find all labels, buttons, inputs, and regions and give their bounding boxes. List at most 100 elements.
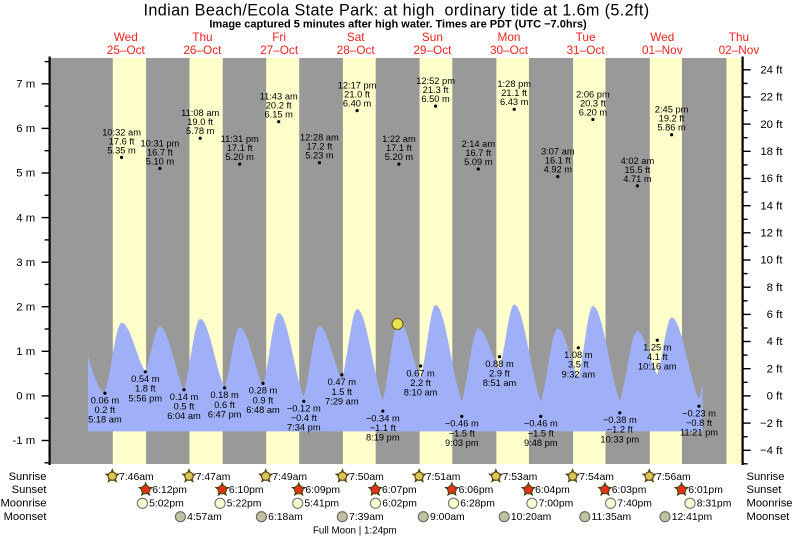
svg-text:Sunset: Sunset: [747, 484, 783, 496]
svg-text:−0.23 m: −0.23 m: [682, 409, 716, 419]
svg-text:20.2 ft: 20.2 ft: [266, 101, 292, 111]
svg-text:10:33 pm: 10:33 pm: [600, 434, 639, 444]
svg-text:6:04 am: 6:04 am: [167, 411, 201, 421]
svg-text:11:43 am: 11:43 am: [260, 92, 298, 102]
svg-text:7:50am: 7:50am: [349, 472, 384, 483]
svg-text:4 m: 4 m: [16, 212, 35, 224]
svg-text:11:31 pm: 11:31 pm: [221, 134, 259, 144]
svg-text:0.2 ft: 0.2 ft: [95, 405, 116, 415]
svg-text:3 m: 3 m: [16, 257, 35, 269]
svg-text:−1.5 ft: −1.5 ft: [449, 428, 476, 438]
svg-text:7:56am: 7:56am: [656, 472, 691, 483]
svg-text:Indian Beach/Ecola State Park:: Indian Beach/Ecola State Park: at high o…: [143, 2, 649, 20]
svg-text:−4 ft: −4 ft: [760, 445, 783, 457]
svg-text:0.06 m: 0.06 m: [91, 396, 120, 406]
svg-text:5.78 m: 5.78 m: [186, 126, 215, 136]
svg-text:21.3 ft: 21.3 ft: [423, 85, 449, 95]
svg-text:4.71 m: 4.71 m: [623, 174, 652, 184]
svg-text:0 ft: 0 ft: [767, 391, 784, 403]
svg-text:8 ft: 8 ft: [767, 282, 784, 294]
svg-text:2.9 ft: 2.9 ft: [489, 369, 510, 379]
svg-text:18 ft: 18 ft: [760, 146, 783, 158]
svg-text:19.2 ft: 19.2 ft: [659, 114, 685, 124]
svg-text:7:54am: 7:54am: [579, 472, 614, 483]
svg-text:17.1 ft: 17.1 ft: [386, 143, 412, 153]
svg-text:8:31pm: 8:31pm: [697, 499, 732, 510]
svg-text:−0.38 m: −0.38 m: [603, 415, 637, 425]
svg-text:6.43 m: 6.43 m: [500, 97, 529, 107]
svg-text:Tue: Tue: [576, 30, 596, 44]
svg-text:6 m: 6 m: [16, 123, 35, 135]
svg-text:5:56 pm: 5:56 pm: [129, 393, 163, 403]
svg-text:9:48 pm: 9:48 pm: [524, 438, 558, 448]
svg-text:21.1 ft: 21.1 ft: [501, 88, 527, 98]
svg-text:12 ft: 12 ft: [760, 228, 783, 240]
svg-text:4:02 am: 4:02 am: [621, 156, 655, 166]
svg-text:−0.46 m: −0.46 m: [524, 419, 558, 429]
svg-text:−0.46 m: −0.46 m: [445, 419, 479, 429]
svg-text:−0.34 m: −0.34 m: [366, 413, 400, 423]
svg-text:7:51am: 7:51am: [426, 472, 461, 483]
svg-text:7:00pm: 7:00pm: [539, 499, 574, 510]
svg-text:9:00am: 9:00am: [430, 512, 465, 523]
svg-text:5.10 m: 5.10 m: [146, 156, 175, 166]
svg-text:31–Oct: 31–Oct: [567, 43, 606, 57]
svg-text:16.7 ft: 16.7 ft: [465, 148, 491, 158]
svg-text:6.40 m: 6.40 m: [343, 99, 372, 109]
svg-text:16.7 ft: 16.7 ft: [147, 147, 173, 157]
svg-text:6:47 pm: 6:47 pm: [208, 409, 242, 419]
svg-text:8:51 am: 8:51 am: [483, 378, 517, 388]
svg-text:6:12pm: 6:12pm: [152, 485, 187, 496]
svg-text:Sunset: Sunset: [12, 484, 48, 496]
svg-text:−1.2 ft: −1.2 ft: [607, 425, 634, 435]
svg-text:Mon: Mon: [498, 30, 521, 44]
svg-text:6:03pm: 6:03pm: [612, 485, 647, 496]
svg-text:6 ft: 6 ft: [767, 309, 784, 321]
svg-text:0.54 m: 0.54 m: [131, 374, 160, 384]
svg-text:−2 ft: −2 ft: [760, 418, 783, 430]
svg-text:17.6 ft: 17.6 ft: [109, 136, 135, 146]
svg-text:6:06pm: 6:06pm: [459, 485, 494, 496]
svg-text:Image captured 5 minutes after: Image captured 5 minutes after high wate…: [209, 19, 587, 31]
svg-text:11:08 am: 11:08 am: [181, 108, 219, 118]
svg-text:6.15 m: 6.15 m: [264, 110, 293, 120]
svg-text:5.20 m: 5.20 m: [225, 152, 254, 162]
svg-text:1 m: 1 m: [16, 346, 35, 358]
svg-text:7 m: 7 m: [16, 79, 35, 91]
svg-text:Wed: Wed: [114, 30, 138, 44]
svg-text:Sat: Sat: [347, 30, 365, 44]
svg-text:6:01pm: 6:01pm: [688, 485, 723, 496]
svg-text:2:14 am: 2:14 am: [462, 139, 496, 149]
svg-text:01–Nov: 01–Nov: [642, 43, 683, 57]
svg-text:29–Oct: 29–Oct: [413, 43, 452, 57]
svg-text:−0.4 ft: −0.4 ft: [291, 413, 318, 423]
svg-text:5:02pm: 5:02pm: [149, 499, 184, 510]
svg-text:Moonset: Moonset: [747, 511, 791, 523]
svg-text:6:48 am: 6:48 am: [246, 405, 280, 415]
svg-text:5.86 m: 5.86 m: [657, 123, 686, 133]
svg-text:6:28pm: 6:28pm: [460, 499, 495, 510]
svg-text:6.50 m: 6.50 m: [421, 94, 450, 104]
svg-text:5 m: 5 m: [16, 168, 35, 180]
svg-text:4:57am: 4:57am: [187, 512, 222, 523]
svg-text:21.0 ft: 21.0 ft: [344, 90, 370, 100]
svg-text:0.6 ft: 0.6 ft: [214, 400, 235, 410]
svg-text:5.20 m: 5.20 m: [385, 152, 414, 162]
svg-text:28–Oct: 28–Oct: [337, 43, 376, 57]
svg-text:11:21 pm: 11:21 pm: [680, 428, 718, 438]
svg-text:1:28 pm: 1:28 pm: [497, 79, 531, 89]
svg-text:10:20am: 10:20am: [511, 512, 551, 523]
svg-text:12:28 am: 12:28 am: [300, 133, 339, 143]
svg-text:5:22pm: 5:22pm: [227, 499, 262, 510]
svg-text:1.5 ft: 1.5 ft: [331, 387, 352, 397]
svg-text:0.14 m: 0.14 m: [170, 392, 199, 402]
svg-text:10:16 am: 10:16 am: [638, 362, 677, 372]
svg-text:10:31 pm: 10:31 pm: [141, 138, 180, 148]
svg-text:−1.1 ft: −1.1 ft: [370, 423, 397, 433]
svg-text:8:10 am: 8:10 am: [404, 388, 438, 398]
svg-text:7:34 pm: 7:34 pm: [287, 423, 321, 433]
svg-text:-1 m: -1 m: [13, 435, 36, 447]
svg-text:5:41pm: 5:41pm: [304, 499, 339, 510]
svg-text:Moonrise: Moonrise: [747, 498, 793, 510]
svg-text:0 m: 0 m: [16, 391, 35, 403]
